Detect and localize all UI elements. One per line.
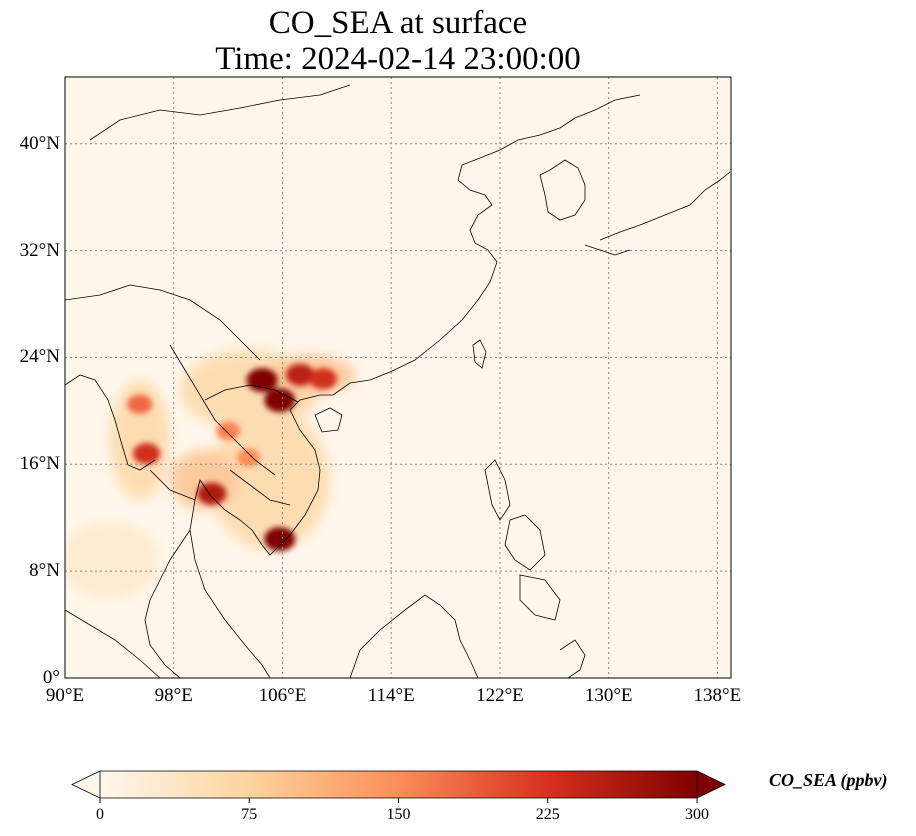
x-tick-label: 98°E [154,685,193,706]
gridlines [65,77,731,678]
x-tick-label: 138°E [693,685,742,706]
map-background [65,77,731,678]
x-tick-label: 90°E [45,685,85,706]
co-hotspot [216,421,241,441]
y-tick-label: 16°N [19,453,60,475]
co-hotspot [197,482,227,505]
x-tick-label: 122°E [476,685,524,706]
colorbar-extend-min [71,770,101,799]
colorbar [71,770,726,803]
co-hotspots [127,363,337,552]
colorbar-gradient [100,771,697,798]
colorbar-extend-max [696,770,726,799]
y-tick-label: 0° [42,667,60,688]
co-hotspot [264,527,296,552]
co-hotspot [309,368,337,390]
x-tick-label: 114°E [367,685,415,706]
co-hotspot [127,394,153,414]
y-tick-label: 32°N [19,239,60,261]
map-frame [64,76,732,679]
x-tick-label: 106°E [258,685,307,706]
map-time-subtitle: Time: 2024-02-14 23:00:00 [215,41,581,77]
co-hotspot [236,448,261,467]
y-tick-label: 24°N [19,346,60,368]
colorbar-tick-label: 300 [685,806,709,823]
co-hotspot [285,363,315,386]
coastlines [65,84,731,678]
colorbar-tick-label: 0 [96,806,104,823]
y-tick-label: 8°N [29,560,60,582]
colorbar-tick-label: 75 [241,806,258,823]
co-hotspot [246,368,278,393]
map-title: CO_SEA at surface [268,5,528,41]
co-hotspot [132,443,161,465]
colorbar-tick-label: 150 [386,806,411,823]
colorbar-tick-label: 225 [535,806,560,823]
colorbar-label: CO_SEA (ppbv) [769,770,888,790]
x-tick-label: 130°E [584,685,633,706]
y-tick-label: 40°N [19,132,60,154]
co-hotspot [264,388,296,413]
